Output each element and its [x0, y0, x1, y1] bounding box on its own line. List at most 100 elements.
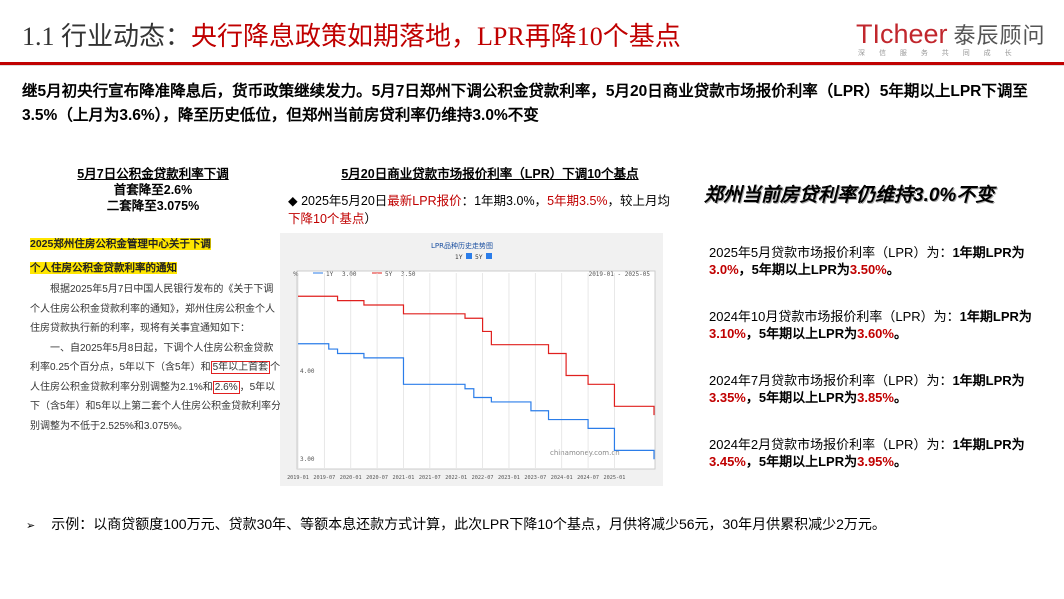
rate-prefix: 2025年5月贷款市场报价利率（LPR）为：	[709, 245, 953, 260]
lpr-chart-svg: LPR品种历史走势图 1Y 5Y % 1Y 3.00 5Y 3.50 2019-…	[287, 241, 656, 481]
left-caption-first-home: 首套降至2.6%	[113, 183, 193, 197]
rate-prefix: 2024年2月贷款市场报价利率（LPR）为：	[709, 437, 953, 452]
toggle-1y-checkbox[interactable]	[466, 253, 472, 259]
y-tick-label: 3.00	[300, 456, 315, 463]
rate-prefix: 2024年7月贷款市场报价利率（LPR）为：	[709, 373, 953, 388]
notice-heading: 2025郑州住房公积金管理中心关于下调 个人住房公积金贷款利率的通知	[30, 232, 282, 280]
rate-five-year-label: ，5年期以上LPR为	[745, 326, 858, 341]
x-tick-label: 2021-01	[393, 475, 415, 481]
rate-one-year-value: 3.10%	[709, 326, 746, 341]
bullet-end: ）	[364, 212, 377, 226]
logo-brand: TIcheer	[856, 19, 948, 49]
notice-para2-a: 一、自2025年5月8日起，下调个人住房公积金贷款利率0.25个百分点，5年以下…	[30, 342, 274, 374]
lpr-bullet: ◆ 2025年5月20日最新LPR报价：1年期3.0%，5年期3.5%，较上月均…	[288, 192, 678, 228]
legend-5y-name: 5Y	[385, 271, 393, 278]
notice-paragraph-1: 根据2025年5月7日中国人民银行发布的《关于下调个人住房公积金贷款利率的通知》…	[30, 284, 275, 334]
plot-area	[296, 270, 656, 470]
legend-1y-name: 1Y	[326, 271, 334, 278]
x-tick-label: 2022-07	[472, 475, 494, 481]
notice-document: 2025郑州住房公积金管理中心关于下调 个人住房公积金贷款利率的通知 根据202…	[30, 232, 282, 488]
bullet-compare: ，较上月均	[607, 194, 671, 208]
title-divider-light	[0, 65, 1064, 66]
chart-title: LPR品种历史走势图	[431, 241, 493, 250]
x-tick-label: 2024-07	[577, 475, 599, 481]
example-note: ➢ 示例：以商贷额度100万元、贷款30年、等额本息还款方式计算，此次LPR下降1…	[26, 514, 1046, 534]
rate-five-year-value: 3.50%	[849, 262, 887, 277]
toggle-5y-checkbox[interactable]	[486, 253, 492, 259]
mid-caption: 5月20日商业贷款市场报价利率（LPR）下调10个基点	[300, 166, 680, 182]
notice-highlight-box-2: 2.6%	[212, 380, 240, 394]
rate-five-year-value: 3.60%	[857, 326, 894, 341]
x-tick-label: 2024-01	[551, 475, 573, 481]
rate-one-year-value: 3.35%	[709, 390, 746, 405]
logo-brand-cn: 泰辰顾问	[953, 23, 1046, 48]
rate-one-year-value: 3.0%	[709, 262, 739, 277]
y-axis-ticks: 4.00 3.00	[300, 368, 315, 463]
notice-heading-line2: 个人住房公积金贷款利率的通知	[30, 262, 177, 274]
x-tick-label: 2021-07	[419, 475, 441, 481]
notice-highlight-box-1: 5年以上首套	[210, 361, 271, 374]
y-axis-label: %	[293, 271, 299, 278]
rate-five-year-label: ，5年期以上LPR为	[745, 390, 858, 405]
rate-entry-2025-05: 2025年5月贷款市场报价利率（LPR）为：1年期LPR为 3.0%，5年期以上L…	[709, 244, 1039, 278]
x-tick-label: 2020-07	[366, 475, 388, 481]
section-number: 1.1	[22, 22, 55, 51]
rate-one-year-label: 1年期LPR为	[959, 309, 1032, 324]
company-logo: TIcheer 泰辰顾问 深 信 服 务 共 同 成 长	[856, 18, 1046, 58]
title-lead: 行业动态：	[61, 22, 192, 51]
chart-watermark: chinamoney.com.cn	[550, 449, 620, 457]
rate-one-year-label: 1年期LPR为	[952, 245, 1025, 260]
rate-end: 。	[886, 262, 900, 277]
toggle-5y-label: 5Y	[475, 254, 483, 261]
intro-paragraph: 继5月初央行宣布降准降息后，货币政策继续发力。5月7日郑州下调公积金贷款利率，5…	[22, 83, 1028, 124]
series-line-5y	[298, 295, 655, 416]
toggle-1y-label: 1Y	[455, 254, 463, 261]
rate-end: 。	[893, 390, 907, 405]
date-range: 2019-01 - 2025-05	[589, 271, 651, 278]
rate-one-year-value: 3.45%	[709, 454, 746, 469]
right-panel-title: 郑州当前房贷利率仍维持3.0%不变	[704, 185, 995, 206]
bullet-date: 2025年5月20日	[301, 194, 388, 208]
left-caption-title: 5月7日公积金贷款利率下调	[77, 167, 229, 181]
notice-para2-c: ，5年以下（含5年）和5年以上第二套个人住房公积金贷款利率分别调整为不低于2.5…	[30, 381, 282, 432]
series-toggles: 1Y 5Y	[455, 253, 492, 261]
slide-title: 1.1 行业动态：央行降息政策如期落地，LPR再降10个基点	[22, 16, 681, 53]
rate-end: 。	[893, 326, 907, 341]
arrow-bullet-icon: ➢	[26, 520, 36, 532]
rate-one-year-label: 1年期LPR为	[952, 437, 1025, 452]
x-axis-ticks: 2019-01 2019-07 2020-01 2020-07 2021-01 2021-…	[287, 475, 625, 481]
x-tick-label: 2019-01	[287, 475, 309, 481]
title-highlight: 央行降息政策如期落地，LPR再降10个基点	[191, 22, 681, 51]
notice-paragraph-2: 一、自2025年5月8日起，下调个人住房公积金贷款利率0.25个百分点，5年以下…	[30, 339, 282, 437]
rate-prefix: 2024年10月贷款市场报价利率（LPR）为：	[709, 309, 960, 324]
x-tick-label: 2023-07	[524, 475, 546, 481]
x-tick-label: 2025-01	[604, 475, 626, 481]
logo-tagline: 深 信 服 务 共 同 成 长	[858, 50, 1018, 57]
bullet-latest-lpr: 最新LPR报价	[387, 194, 462, 208]
x-tick-label: 2023-01	[498, 475, 520, 481]
title-divider	[0, 62, 1064, 65]
legend-1y-value: 3.00	[342, 271, 357, 278]
bullet-five-year: 5年期3.5%	[547, 194, 608, 208]
bullet-drop: 下降10个基点	[288, 212, 365, 226]
rate-five-year-value: 3.85%	[857, 390, 894, 405]
mid-caption-text: 5月20日商业贷款市场报价利率（LPR）下调10个基点	[341, 167, 639, 181]
notice-para2-b: 个人住房公积金贷款利率分别调整为2.1%和	[30, 362, 281, 393]
left-caption-second-home: 二套降至3.075%	[106, 199, 200, 213]
rate-five-year-value: 3.95%	[857, 454, 894, 469]
example-text: 示例：以商贷额度100万元、贷款30年、等额本息还款方式计算，此次LPR下降10…	[51, 516, 886, 532]
legend-5y-value: 3.50	[401, 271, 416, 278]
rate-entry-2024-02: 2024年2月贷款市场报价利率（LPR）为：1年期LPR为 3.45%，5年期以上…	[709, 436, 1039, 470]
x-tick-label: 2019-07	[313, 475, 335, 481]
rate-entry-2024-07: 2024年7月贷款市场报价利率（LPR）为：1年期LPR为 3.35%，5年期以上…	[709, 372, 1039, 406]
x-tick-label: 2020-01	[340, 475, 362, 481]
y-tick-label: 4.00	[300, 368, 315, 375]
left-caption: 5月7日公积金贷款利率下调 首套降至2.6% 二套降至3.075%	[28, 166, 278, 214]
lpr-history-chart: LPR品种历史走势图 1Y 5Y % 1Y 3.00 5Y 3.50 2019-…	[280, 233, 663, 486]
rate-five-year-label: ，5年期以上LPR为	[745, 454, 858, 469]
rate-entry-2024-10: 2024年10月贷款市场报价利率（LPR）为：1年期LPR为 3.10%，5年期以…	[709, 308, 1039, 342]
x-tick-label: 2022-01	[445, 475, 467, 481]
bullet-one-year: ：1年期3.0%，	[461, 194, 548, 208]
series-line-1y	[298, 343, 655, 460]
diamond-bullet-icon: ◆	[288, 194, 298, 208]
